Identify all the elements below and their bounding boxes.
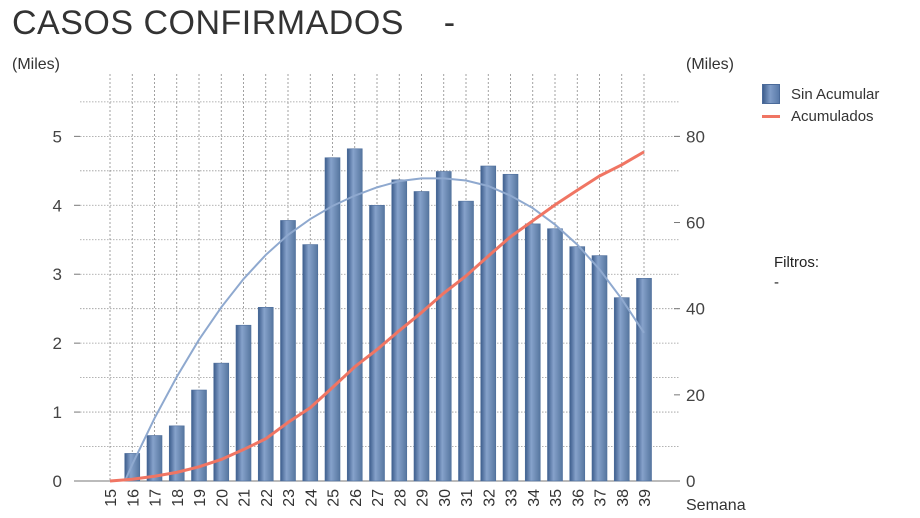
left-tick-label: 5 bbox=[53, 127, 62, 146]
right-tick-label: 60 bbox=[686, 214, 705, 233]
bar bbox=[302, 244, 319, 482]
x-tick-label: 18 bbox=[170, 489, 187, 507]
filters-panel: Filtros: - bbox=[774, 253, 819, 293]
chart-title: CASOS CONFIRMADOS - bbox=[12, 4, 456, 42]
left-tick-label: 4 bbox=[53, 196, 62, 215]
filters-value: - bbox=[774, 274, 779, 291]
bar bbox=[636, 278, 652, 482]
x-tick-label: 31 bbox=[459, 489, 476, 507]
bar bbox=[146, 435, 163, 482]
bar bbox=[613, 297, 630, 482]
bar bbox=[280, 220, 296, 482]
x-tick-label: 27 bbox=[370, 489, 387, 507]
legend-item-bars[interactable]: Sin Acumular bbox=[762, 83, 879, 105]
bar bbox=[569, 246, 586, 482]
trend-line bbox=[123, 177, 645, 481]
bar bbox=[502, 173, 519, 482]
x-tick-label: 33 bbox=[504, 489, 521, 507]
legend: Sin Acumular Acumulados bbox=[762, 83, 879, 127]
x-tick-label: 17 bbox=[148, 489, 165, 507]
bar bbox=[191, 389, 207, 482]
x-tick-label: 20 bbox=[214, 489, 231, 507]
x-tick-label: 30 bbox=[437, 489, 454, 507]
x-tick-label: 16 bbox=[125, 489, 142, 507]
right-tick-label: 40 bbox=[686, 300, 705, 319]
x-tick-label: 37 bbox=[593, 489, 610, 507]
x-tick-label: 39 bbox=[637, 489, 654, 507]
x-axis-title: Semana bbox=[686, 497, 746, 514]
filters-label: Filtros: bbox=[774, 254, 819, 271]
left-tick-label: 0 bbox=[53, 472, 62, 491]
bar bbox=[235, 324, 252, 482]
bar bbox=[480, 165, 497, 482]
bar bbox=[524, 223, 541, 482]
legend-label-line: Acumulados bbox=[791, 107, 874, 125]
bar bbox=[346, 148, 363, 482]
x-tick-label: 15 bbox=[103, 489, 120, 507]
bar bbox=[324, 157, 341, 482]
bar bbox=[413, 191, 430, 482]
x-tick-label: 24 bbox=[303, 489, 320, 507]
left-tick-label: 1 bbox=[53, 403, 62, 422]
x-tick-label: 28 bbox=[392, 489, 409, 507]
legend-bar-swatch bbox=[762, 84, 780, 104]
left-tick-label: 2 bbox=[53, 334, 62, 353]
accumulated-line bbox=[109, 150, 645, 483]
bar bbox=[547, 228, 563, 482]
legend-label-bars: Sin Acumular bbox=[791, 85, 880, 103]
right-tick-label: 20 bbox=[686, 386, 705, 405]
legend-item-line[interactable]: Acumulados bbox=[762, 105, 879, 127]
bar bbox=[168, 425, 185, 482]
right-tick-label: 0 bbox=[686, 472, 695, 491]
right-tick-label: 80 bbox=[686, 127, 705, 146]
left-axis-unit: (Miles) bbox=[12, 56, 60, 73]
bar bbox=[257, 306, 274, 482]
bar bbox=[435, 171, 452, 482]
x-tick-label: 29 bbox=[415, 489, 432, 507]
bar bbox=[213, 362, 230, 482]
x-tick-label: 23 bbox=[281, 489, 298, 507]
bar bbox=[458, 200, 474, 482]
bar bbox=[369, 204, 385, 482]
x-tick-label: 25 bbox=[326, 489, 343, 507]
x-tick-label: 36 bbox=[570, 489, 587, 507]
bar bbox=[591, 255, 608, 482]
x-tick-label: 34 bbox=[526, 489, 543, 507]
x-tick-label: 22 bbox=[259, 489, 276, 507]
x-tick-label: 21 bbox=[237, 489, 254, 507]
x-tick-label: 19 bbox=[192, 489, 209, 507]
x-tick-label: 35 bbox=[548, 489, 565, 507]
right-axis-unit: (Miles) bbox=[686, 56, 734, 73]
x-tick-label: 26 bbox=[348, 489, 365, 507]
left-tick-label: 3 bbox=[53, 265, 62, 284]
x-tick-label: 38 bbox=[615, 489, 632, 507]
legend-line-swatch bbox=[762, 114, 780, 118]
x-tick-label: 32 bbox=[481, 489, 498, 507]
